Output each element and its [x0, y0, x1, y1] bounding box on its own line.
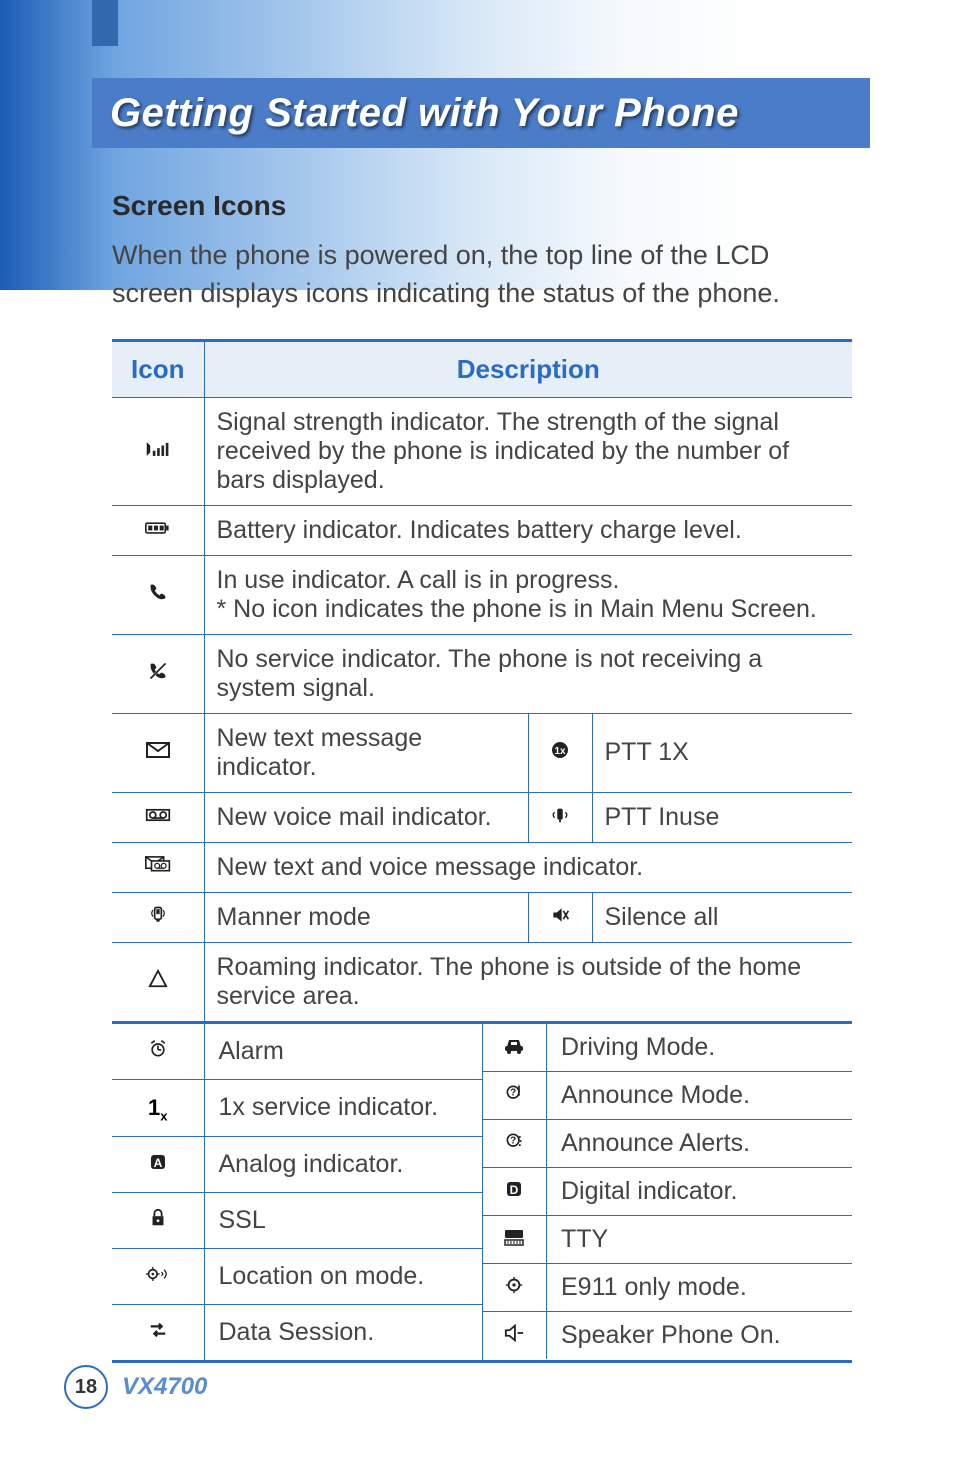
voicemail-icon	[112, 792, 204, 842]
row-description: New text message indicator.	[204, 713, 528, 792]
section-heading: Screen Icons	[112, 190, 852, 222]
analog-icon: A	[112, 1137, 204, 1193]
svg-text:?: ?	[510, 1087, 516, 1098]
table-row: Battery indicator. Indicates battery cha…	[112, 505, 852, 555]
svg-text:D: D	[510, 1183, 519, 1197]
screen-icons-table: Icon Description Signal strength indicat…	[112, 339, 852, 1024]
ptt1x-icon: 1x	[528, 713, 592, 792]
row-description: New voice mail indicator.	[204, 792, 528, 842]
pttinuse-icon	[528, 792, 592, 842]
intro-paragraph: When the phone is powered on, the top li…	[112, 236, 852, 313]
silence-icon	[528, 892, 592, 942]
table-header-row: Icon Description	[112, 340, 852, 397]
table-row: New text message indicator. 1x PTT 1X	[112, 713, 852, 792]
table-row: 1x 1x service indicator.	[112, 1079, 482, 1136]
table-row: In use indicator. A call is in progress.…	[112, 555, 852, 634]
digital-icon: D	[483, 1167, 547, 1215]
table-row: Driving Mode.	[483, 1024, 853, 1072]
page-footer: 18 VX4700	[64, 1365, 207, 1409]
chapter-title: Getting Started with Your Phone	[110, 91, 739, 136]
row-description-2: PTT Inuse	[592, 792, 852, 842]
row-description: Location on mode.	[204, 1249, 482, 1305]
table-row: No service indicator. The phone is not r…	[112, 634, 852, 713]
noservice-icon	[112, 634, 204, 713]
driving-icon	[483, 1024, 547, 1072]
tty-icon	[483, 1215, 547, 1263]
row-description: Speaker Phone On.	[547, 1311, 853, 1359]
row-description: Battery indicator. Indicates battery cha…	[204, 505, 852, 555]
row-description: Digital indicator.	[547, 1167, 853, 1215]
row-description-2: PTT 1X	[592, 713, 852, 792]
lower-left-col: Alarm 1x 1x service indicator. A Analog …	[112, 1024, 482, 1360]
row-description: TTY	[547, 1215, 853, 1263]
ssl-icon	[112, 1193, 204, 1249]
table-row: ? Announce Alerts.	[483, 1119, 853, 1167]
announce-icon: ?	[483, 1071, 547, 1119]
row-description: Analog indicator.	[204, 1137, 482, 1193]
table-row: Data Session.	[112, 1305, 482, 1361]
table-row: Signal strength indicator. The strength …	[112, 397, 852, 505]
page-number: 18	[75, 1376, 97, 1399]
tab-stub	[92, 0, 118, 46]
svg-text:1x: 1x	[554, 746, 566, 757]
table-row: A Analog indicator.	[112, 1137, 482, 1193]
table-row: Alarm	[112, 1024, 482, 1080]
table-row: D Digital indicator.	[483, 1167, 853, 1215]
table-row: Manner mode Silence all	[112, 892, 852, 942]
table-row: TTY	[483, 1215, 853, 1263]
row-description: Roaming indicator. The phone is outside …	[204, 942, 852, 1022]
speaker-icon	[483, 1311, 547, 1359]
row-description: Announce Alerts.	[547, 1119, 853, 1167]
textvoice-icon	[112, 842, 204, 892]
manner-icon	[112, 892, 204, 942]
location-icon	[112, 1249, 204, 1305]
lower-right-col: Driving Mode. ? Announce Mode. ? Announc…	[483, 1024, 853, 1359]
page-number-circle: 18	[64, 1365, 108, 1409]
row-description: 1x service indicator.	[204, 1079, 482, 1136]
announcealerts-icon: ?	[483, 1119, 547, 1167]
content-area: Screen Icons When the phone is powered o…	[112, 190, 852, 1363]
svg-text:?: ?	[510, 1135, 516, 1146]
table-row: ? Announce Mode.	[483, 1071, 853, 1119]
row-description: Data Session.	[204, 1305, 482, 1361]
lower-icon-grid: Alarm 1x 1x service indicator. A Analog …	[112, 1024, 852, 1363]
row-description: Announce Mode.	[547, 1071, 853, 1119]
model-label: VX4700	[122, 1373, 207, 1401]
row-description: Manner mode	[204, 892, 528, 942]
row-description: In use indicator. A call is in progress.…	[204, 555, 852, 634]
signal-icon	[112, 397, 204, 505]
table-row: New voice mail indicator. PTT Inuse	[112, 792, 852, 842]
battery-icon	[112, 505, 204, 555]
header-description: Description	[204, 340, 852, 397]
svg-text:A: A	[153, 1156, 162, 1170]
alarm-icon	[112, 1024, 204, 1080]
row-description: SSL	[204, 1193, 482, 1249]
table-row: Speaker Phone On.	[483, 1311, 853, 1359]
newtext-icon	[112, 713, 204, 792]
row-description-2: Silence all	[592, 892, 852, 942]
roaming-icon	[112, 942, 204, 1022]
row-description: Alarm	[204, 1024, 482, 1080]
table-row: E911 only mode.	[483, 1263, 853, 1311]
table-row: New text and voice message indicator.	[112, 842, 852, 892]
row-description: Driving Mode.	[547, 1024, 853, 1072]
header-icon: Icon	[112, 340, 204, 397]
table-row: SSL	[112, 1193, 482, 1249]
table-row: Location on mode.	[112, 1249, 482, 1305]
datasession-icon	[112, 1305, 204, 1361]
row-description: Signal strength indicator. The strength …	[204, 397, 852, 505]
chapter-title-bar: Getting Started with Your Phone	[92, 78, 870, 148]
row-description: E911 only mode.	[547, 1263, 853, 1311]
table-row: Roaming indicator. The phone is outside …	[112, 942, 852, 1022]
row-description: New text and voice message indicator.	[204, 842, 852, 892]
row-description: No service indicator. The phone is not r…	[204, 634, 852, 713]
onex-icon: 1x	[112, 1079, 204, 1136]
inuse-icon	[112, 555, 204, 634]
e911-icon	[483, 1263, 547, 1311]
